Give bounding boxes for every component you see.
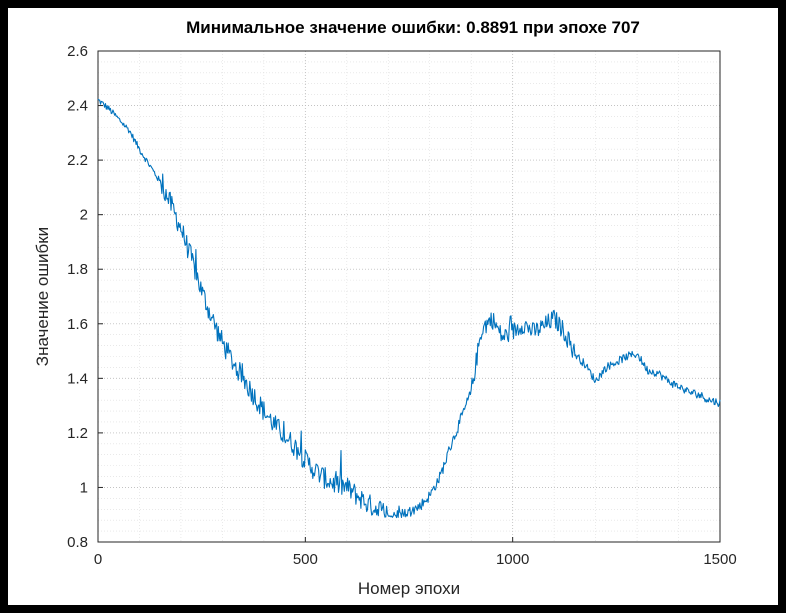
y-tick-label: 2.4	[67, 98, 88, 115]
chart-title: Минимальное значение ошибки: 0.8891 при …	[186, 18, 640, 37]
axis-ticks: 0 500 1000 1500 0.8 1 1.2 1.4 1.6 1.8 2 2.2 2.4 2.6	[67, 43, 737, 568]
figure-frame: Минимальное значение ошибки: 0.8891 при …	[8, 8, 778, 605]
x-tick-label: 0	[94, 551, 102, 568]
x-tick-label: 500	[293, 551, 318, 568]
y-tick-label: 1.4	[67, 370, 88, 387]
y-axis-label: Значение ошибки	[33, 227, 52, 366]
y-tick-label: 1	[80, 479, 88, 496]
y-tick-label: 1.8	[67, 261, 88, 278]
minor-grid	[97, 50, 721, 543]
series-line	[97, 98, 721, 519]
x-tick-label: 1500	[703, 551, 736, 568]
plot-area-border	[97, 50, 721, 543]
line-chart: 0 500 1000 1500 0.8 1 1.2 1.4 1.6 1.8 2 2.2 2.4 2.6 Н…	[33, 43, 737, 598]
y-tick-label: 1.6	[67, 316, 88, 333]
y-tick-label: 2.2	[67, 152, 88, 169]
x-tick-label: 1000	[496, 551, 529, 568]
major-grid	[97, 50, 721, 543]
y-tick-label: 2	[80, 207, 88, 224]
y-tick-label: 0.8	[67, 534, 88, 551]
y-tick-label: 2.6	[67, 43, 88, 60]
series-group	[97, 98, 721, 519]
y-tick-label: 1.2	[67, 425, 88, 442]
x-axis-label: Номер эпохи	[358, 579, 460, 598]
